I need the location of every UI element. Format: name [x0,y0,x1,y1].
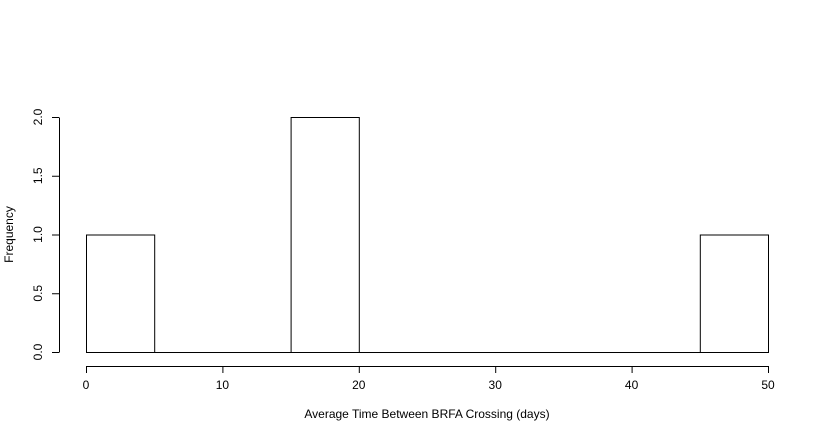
y-axis: 0.0 0.5 1.0 1.5 2.0 [31,108,60,360]
y-tick-label: 1.0 [31,226,45,243]
histogram-bars [86,117,769,354]
y-tick-label: 0.0 [31,343,45,360]
x-tick-label: 40 [625,378,639,392]
histogram-bar-0 [86,234,156,353]
x-tick-label: 50 [761,378,775,392]
y-axis-label: Frequency [2,206,16,263]
x-tick-label: 10 [216,378,230,392]
x-tick-label: 20 [352,378,366,392]
x-axis-label: Average Time Between BRFA Crossing (days… [304,407,549,421]
histogram-bar-3 [290,117,360,353]
y-tick-label: 0.5 [31,285,45,302]
y-tick-label: 1.5 [31,167,45,184]
x-tick-label: 30 [489,378,503,392]
histogram-bar-9 [699,234,769,353]
x-axis: 0 10 20 30 40 50 [83,366,775,392]
x-tick-label: 0 [83,378,90,392]
y-tick-label: 2.0 [31,108,45,125]
